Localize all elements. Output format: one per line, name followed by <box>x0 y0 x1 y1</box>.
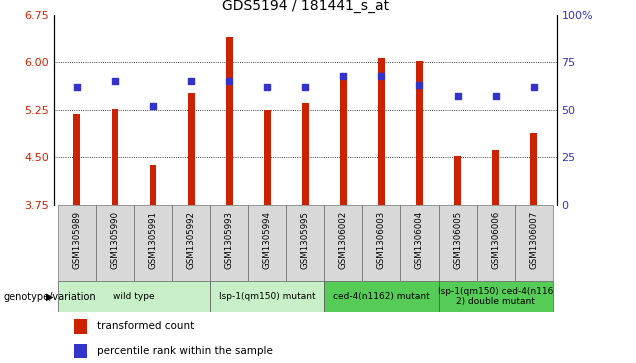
Text: ced-4(n1162) mutant: ced-4(n1162) mutant <box>333 292 430 301</box>
Bar <box>401 205 438 281</box>
Bar <box>248 205 286 281</box>
Bar <box>454 156 461 205</box>
Bar <box>74 319 86 334</box>
Bar <box>476 205 515 281</box>
Bar <box>363 205 401 281</box>
Bar <box>210 205 248 281</box>
Bar <box>96 205 134 281</box>
Bar <box>188 93 195 205</box>
Text: GSM1306005: GSM1306005 <box>453 211 462 269</box>
Bar <box>438 205 476 281</box>
Point <box>262 84 272 90</box>
Bar <box>340 73 347 205</box>
Text: GSM1305989: GSM1305989 <box>73 211 81 269</box>
Bar <box>302 103 308 205</box>
Text: GSM1306006: GSM1306006 <box>491 211 500 269</box>
Text: GSM1306002: GSM1306002 <box>339 211 348 269</box>
Text: lsp-1(qm150) mutant: lsp-1(qm150) mutant <box>219 292 315 301</box>
Bar <box>438 281 553 312</box>
Bar <box>74 114 80 205</box>
Point <box>377 73 387 78</box>
Bar <box>286 205 324 281</box>
Text: GSM1305995: GSM1305995 <box>301 211 310 269</box>
Bar <box>74 344 86 358</box>
Bar <box>226 37 233 205</box>
Text: genotype/variation: genotype/variation <box>3 292 96 302</box>
Point <box>300 84 310 90</box>
Text: GSM1305991: GSM1305991 <box>149 211 158 269</box>
Bar <box>416 61 423 205</box>
Text: GSM1305992: GSM1305992 <box>186 211 196 269</box>
Point <box>529 84 539 90</box>
Bar <box>515 205 553 281</box>
Text: GSM1305993: GSM1305993 <box>225 211 233 269</box>
Point <box>110 78 120 84</box>
Text: transformed count: transformed count <box>97 321 194 331</box>
Bar <box>172 205 210 281</box>
Bar <box>58 205 96 281</box>
Bar <box>210 281 324 312</box>
Bar <box>111 109 118 205</box>
Bar <box>149 165 156 205</box>
Text: ▶: ▶ <box>46 292 54 302</box>
Text: GSM1305990: GSM1305990 <box>111 211 120 269</box>
Bar <box>58 281 210 312</box>
Point <box>186 78 196 84</box>
Point <box>224 78 234 84</box>
Point <box>148 103 158 109</box>
Bar <box>324 205 363 281</box>
Text: GSM1306004: GSM1306004 <box>415 211 424 269</box>
Bar <box>492 150 499 205</box>
Title: GDS5194 / 181441_s_at: GDS5194 / 181441_s_at <box>222 0 389 13</box>
Text: GSM1306003: GSM1306003 <box>377 211 386 269</box>
Point <box>338 73 349 78</box>
Point <box>452 94 462 99</box>
Text: GSM1305994: GSM1305994 <box>263 211 272 269</box>
Text: percentile rank within the sample: percentile rank within the sample <box>97 346 273 356</box>
Bar <box>264 110 271 205</box>
Bar <box>324 281 438 312</box>
Point <box>72 84 82 90</box>
Text: wild type: wild type <box>113 292 155 301</box>
Bar <box>134 205 172 281</box>
Bar <box>378 58 385 205</box>
Point <box>415 82 425 88</box>
Bar <box>530 133 537 205</box>
Point <box>490 94 501 99</box>
Text: lsp-1(qm150) ced-4(n116
2) double mutant: lsp-1(qm150) ced-4(n116 2) double mutant <box>438 287 553 306</box>
Text: GSM1306007: GSM1306007 <box>529 211 538 269</box>
